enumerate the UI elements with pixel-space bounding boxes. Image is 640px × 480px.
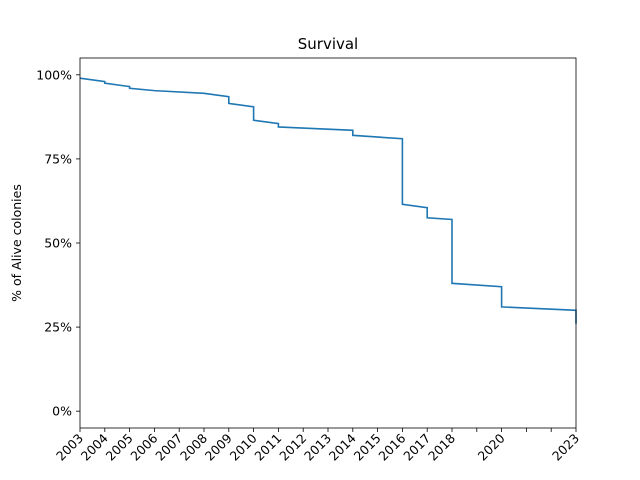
survival-line (79, 77, 577, 324)
y-tick-label: 100% (36, 67, 72, 82)
plot-frame (79, 57, 577, 429)
chart-title: Survival (298, 35, 358, 53)
y-tick-label: 75% (44, 151, 72, 166)
y-axis-label: % of Alive colonies (9, 184, 24, 302)
y-tick-label: 0% (52, 404, 72, 419)
y-tick-label: 50% (44, 236, 72, 251)
y-tick-label: 25% (44, 320, 72, 335)
